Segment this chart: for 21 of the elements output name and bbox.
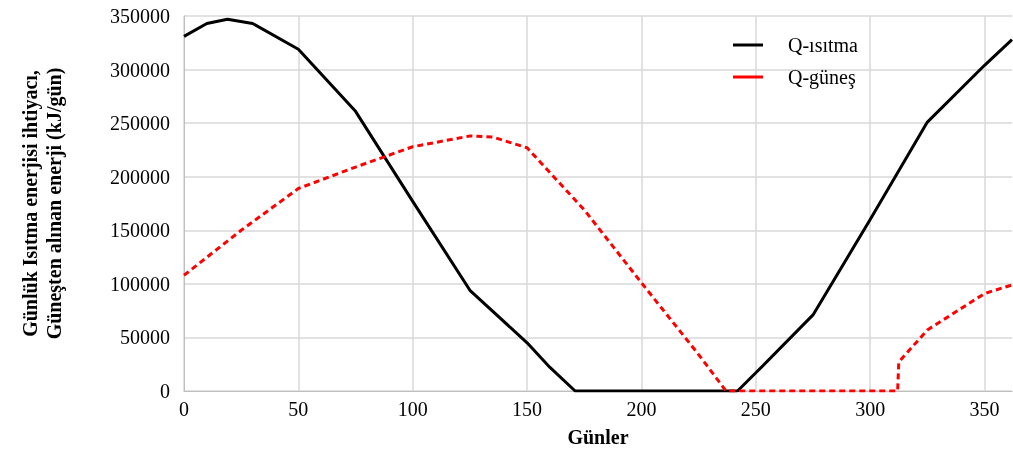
y-tick-label: 200000 — [110, 165, 170, 188]
y-tick-label: 300000 — [110, 58, 170, 81]
x-tick-label: 150 — [512, 398, 543, 420]
y-tick-label: 350000 — [110, 5, 170, 27]
x-tick-label: 100 — [397, 398, 428, 420]
y-tick-label: 250000 — [110, 112, 170, 135]
x-tick-label: 200 — [626, 398, 657, 420]
y-tick-label: 150000 — [110, 219, 170, 242]
x-tick-label: 50 — [288, 398, 309, 420]
y-tick-label: 0 — [160, 380, 170, 402]
y-axis-title: Günlük Isıtma enerjisi ihtiyacı, Güneşten alınan enerji (kJ/gün) — [19, 67, 66, 340]
x-tick-label: 0 — [179, 398, 189, 420]
legend-label: Q-ısıtma — [788, 34, 859, 56]
x-tick-label: 350 — [969, 398, 1000, 420]
legend-label: Q-güneş — [788, 66, 856, 89]
line-series — [182, 17, 1013, 393]
x-tick-label: 250 — [740, 398, 771, 420]
x-tick-label: 300 — [855, 398, 886, 420]
y-tick-label: 100000 — [110, 272, 170, 295]
y-tick-label: 50000 — [120, 326, 170, 349]
x-axis-title: Günler — [567, 426, 629, 448]
